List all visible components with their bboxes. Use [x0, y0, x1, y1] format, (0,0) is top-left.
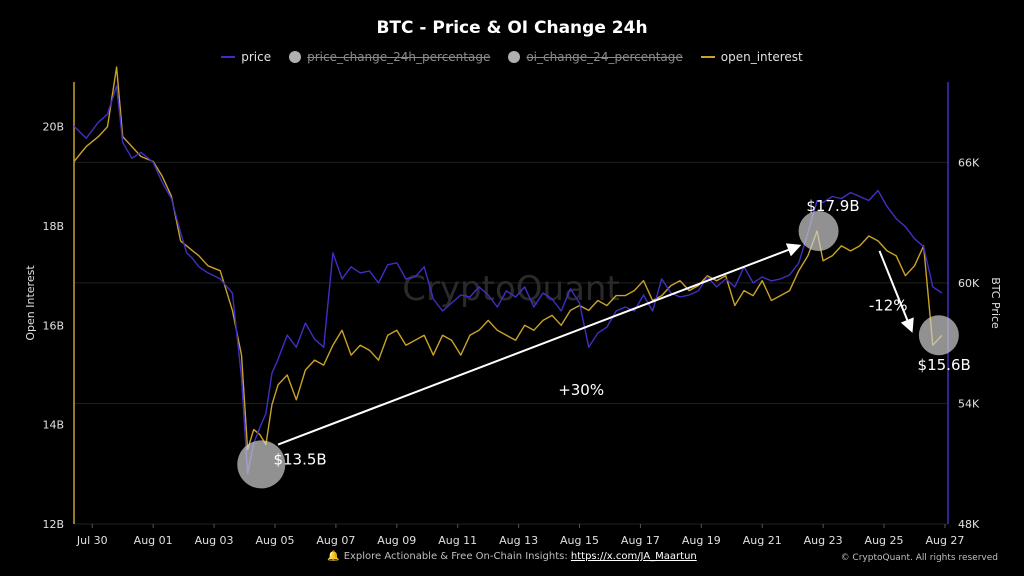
annotation-arrow	[277, 243, 802, 446]
legend-item-price-change[interactable]: price_change_24h_percentage	[289, 50, 490, 64]
x-tick-label: Aug 19	[682, 534, 721, 547]
highlight-circle	[798, 210, 839, 251]
legend-item-oi-change[interactable]: oi_change_24_percentage	[508, 50, 683, 64]
right-tick-label: 54K	[958, 397, 980, 410]
x-tick-label: Aug 15	[560, 534, 599, 547]
x-tick-label: Aug 09	[377, 534, 416, 547]
open-interest-line-swatch	[700, 56, 715, 58]
x-tick-label: Aug 25	[865, 534, 904, 547]
x-tick-label: Aug 27	[925, 534, 964, 547]
series-line-price	[73, 85, 943, 475]
legend-item-price[interactable]: price	[221, 50, 271, 64]
legend-label-price-change: price_change_24h_percentage	[307, 50, 491, 64]
left-tick-label: 16B	[42, 319, 64, 332]
annotation-label: $15.6B	[918, 356, 971, 374]
annotation-label: -12%	[869, 296, 908, 314]
x-tick-label: Aug 13	[499, 534, 538, 547]
left-tick-label: 12B	[42, 518, 64, 531]
right-tick-label: 60K	[958, 277, 980, 290]
left-tick-label: 14B	[42, 419, 64, 432]
x-tick-label: Aug 21	[743, 534, 782, 547]
footer-text: Explore Actionable & Free On-Chain Insig…	[343, 551, 568, 562]
left-tick-label: 18B	[42, 220, 64, 233]
chart-title: BTC - Price & OI Change 24h	[376, 18, 648, 38]
legend-label-price: price	[241, 50, 272, 64]
annotation-arrow	[878, 250, 914, 333]
x-tick-label: Aug 11	[438, 534, 477, 547]
x-tick-label: Aug 07	[316, 534, 355, 547]
watermark: CryptoQuant	[402, 269, 620, 309]
copyright: © CryptoQuant. All rights reserved	[840, 553, 998, 563]
oi-change-dot-swatch	[508, 51, 521, 63]
right-tick-label: 48K	[958, 518, 980, 531]
x-tick-label: Aug 05	[255, 534, 294, 547]
annotation-label: $13.5B	[273, 450, 326, 468]
x-tick-label: Aug 17	[621, 534, 660, 547]
legend-item-open-interest[interactable]: open_interest	[700, 50, 803, 64]
footer-link[interactable]: https://x.com/JA_Maartun	[570, 551, 697, 562]
bell-icon: 🔔	[327, 551, 340, 562]
price-change-dot-swatch	[289, 51, 302, 63]
left-axis-title: Open Interest	[24, 265, 37, 341]
legend-label-open-interest: open_interest	[720, 50, 803, 64]
x-tick-label: Aug 23	[804, 534, 843, 547]
x-tick-label: Aug 01	[134, 534, 173, 547]
annotation-label: +30%	[558, 381, 604, 399]
footer: 🔔 Explore Actionable & Free On-Chain Insi…	[0, 551, 1024, 562]
right-tick-label: 66K	[958, 156, 980, 169]
price-line-swatch	[221, 56, 236, 58]
annotation-label: $17.9B	[806, 197, 859, 215]
x-tick-label: Jul 30	[76, 534, 108, 547]
left-tick-label: 20B	[42, 121, 64, 134]
legend: price price_change_24h_percentage oi_cha…	[0, 50, 1024, 64]
x-tick-label: Aug 03	[195, 534, 234, 547]
legend-label-oi-change: oi_change_24_percentage	[526, 50, 683, 64]
series-line-open-interest	[73, 66, 943, 451]
highlight-circle	[237, 440, 286, 489]
highlight-circle	[918, 315, 959, 356]
right-axis-title: BTC Price	[989, 277, 1002, 329]
